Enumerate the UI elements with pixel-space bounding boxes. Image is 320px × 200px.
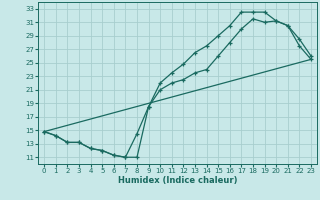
X-axis label: Humidex (Indice chaleur): Humidex (Indice chaleur) [118, 176, 237, 185]
